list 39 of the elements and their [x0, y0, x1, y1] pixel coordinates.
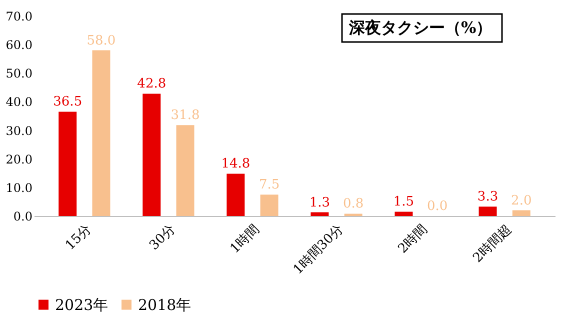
- y-tick-label: 40.0: [6, 95, 32, 110]
- x-tick-label: 2時間: [396, 222, 430, 257]
- y-tick-label: 20.0: [6, 152, 32, 166]
- data-label: 31.8: [170, 108, 200, 124]
- y-tick-label: 30.0: [6, 124, 32, 138]
- x-tick-label: 15分: [62, 222, 94, 254]
- y-tick-label: 60.0: [6, 38, 32, 52]
- bar: [512, 210, 530, 216]
- data-label: 36.5: [53, 94, 82, 110]
- data-label: 0.0: [427, 199, 448, 214]
- x-tick-label: 2時間超: [470, 222, 514, 266]
- data-label: 1.5: [393, 194, 414, 210]
- y-tick-label: 70.0: [6, 10, 32, 24]
- y-tick-label: 10.0: [6, 180, 32, 195]
- y-tick-label: 50.0: [6, 66, 32, 81]
- data-label: 0.8: [342, 196, 364, 212]
- chart-title: 深夜タクシー（%）: [348, 18, 492, 37]
- legend-label: 2018年: [138, 296, 192, 314]
- y-tick-label: 0.0: [13, 210, 32, 224]
- bar: [142, 94, 161, 216]
- bar: [394, 212, 413, 216]
- x-tick-label: 1時間30分: [290, 222, 346, 278]
- data-label: 14.8: [221, 156, 250, 172]
- bar: [260, 194, 278, 216]
- data-label: 3.3: [477, 190, 498, 205]
- data-label: 58.0: [86, 33, 116, 48]
- x-tick-label: 1時間: [228, 222, 262, 257]
- data-label: 2.0: [511, 193, 532, 208]
- bar: [176, 125, 194, 216]
- bar: [92, 50, 110, 216]
- bar: [310, 212, 329, 216]
- data-label: 1.3: [309, 195, 330, 210]
- x-tick-label: 30分: [146, 222, 178, 254]
- bar: [226, 174, 245, 216]
- data-label: 7.5: [258, 178, 280, 193]
- bar: [58, 112, 77, 216]
- bar: [478, 206, 497, 216]
- data-label: 42.8: [137, 76, 166, 92]
- legend-label: 2023年: [55, 296, 108, 314]
